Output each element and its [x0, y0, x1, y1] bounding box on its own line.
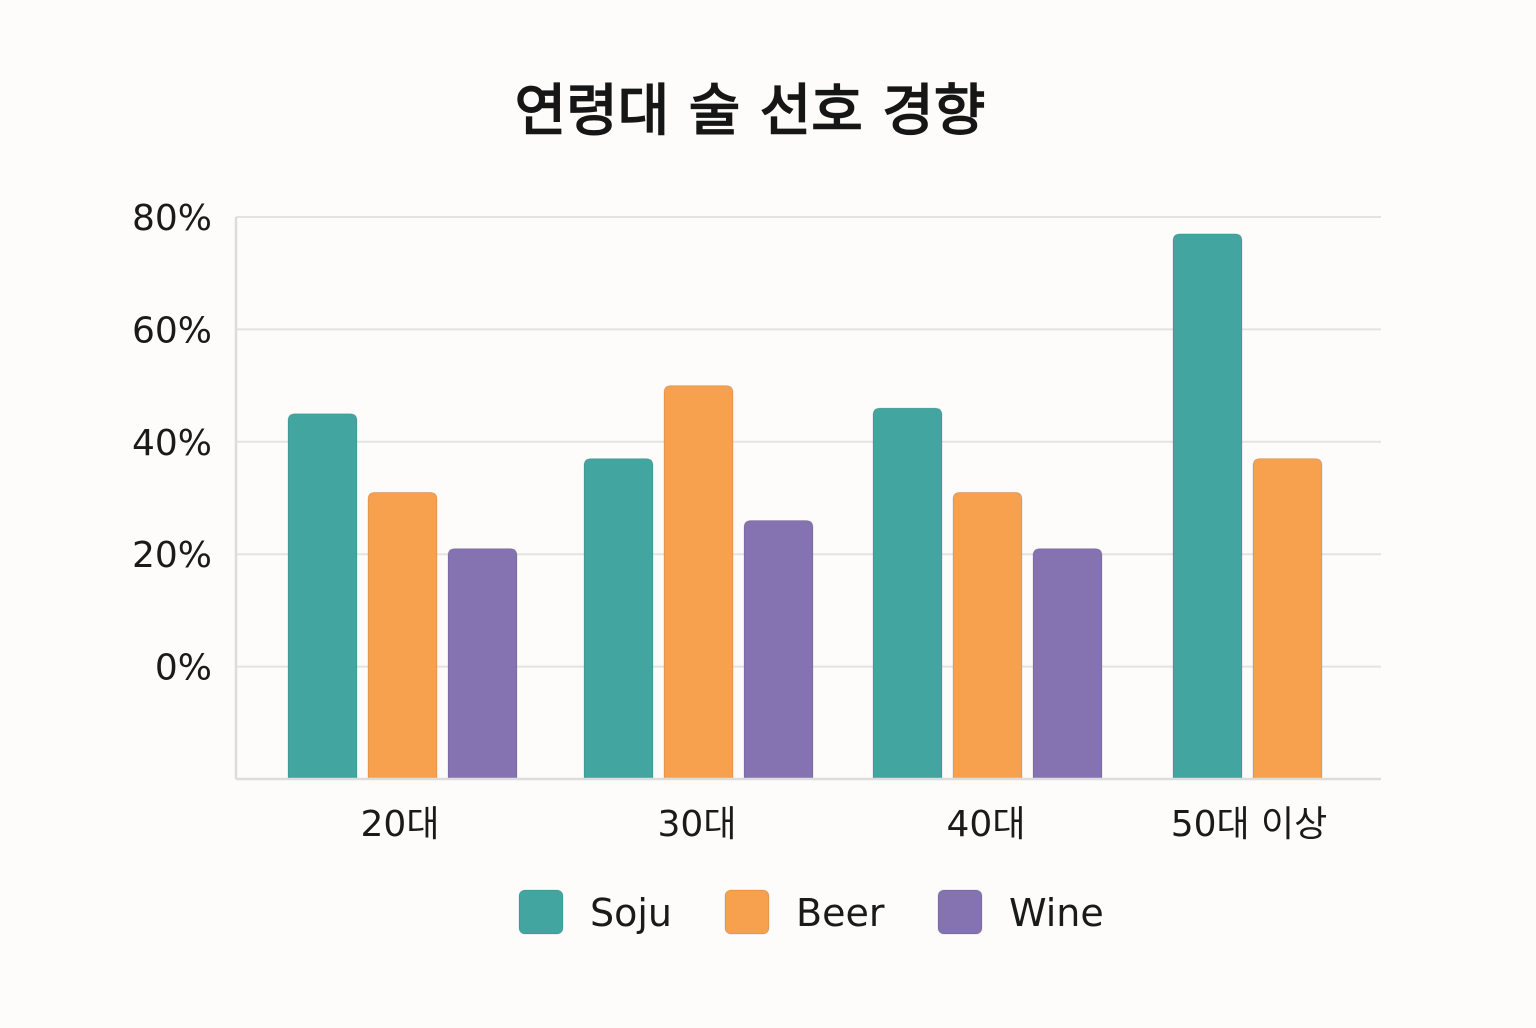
bar-wine-1 [743, 519, 814, 780]
x-tick-label: 20대 [361, 804, 440, 845]
axis-layer [234, 217, 1381, 781]
y-tick-label: 40% [132, 423, 212, 464]
y-tick-label: 60% [132, 310, 212, 351]
bar-wine-2 [1032, 548, 1103, 780]
x-tick-label: 50대 이상 [1171, 804, 1328, 845]
y-tick-label: 80% [132, 198, 212, 239]
legend-swatch-soju [518, 889, 564, 935]
legend: Soju Beer Wine [518, 889, 1104, 935]
legend-swatch-wine [937, 889, 983, 935]
legend-label-beer: Beer [796, 891, 885, 935]
x-tick-label: 30대 [658, 804, 737, 845]
chart-title: 연령대 술 선호 경향 [515, 79, 986, 144]
legend-label-soju: Soju [590, 891, 672, 935]
bar-beer-0 [367, 491, 438, 780]
bars-layer [287, 233, 1323, 780]
bar-soju-0 [287, 413, 358, 780]
y-axis-ticks: 80% 60% 40% 20% 0% [132, 198, 212, 689]
y-tick-label: 0% [155, 648, 212, 689]
bar-soju-3 [1172, 233, 1243, 780]
legend-swatch-beer [724, 889, 770, 935]
bar-soju-1 [583, 458, 654, 780]
bar-wine-0 [447, 548, 518, 780]
bar-beer-1 [663, 385, 734, 780]
x-axis-ticks: 20대 30대 40대 50대 이상 [361, 804, 1328, 845]
y-tick-label: 20% [132, 535, 212, 576]
legend-label-wine: Wine [1009, 891, 1104, 935]
x-tick-label: 40대 [947, 804, 1026, 845]
bar-beer-2 [952, 491, 1023, 780]
bar-beer-3 [1252, 458, 1323, 780]
bar-soju-2 [872, 407, 943, 780]
